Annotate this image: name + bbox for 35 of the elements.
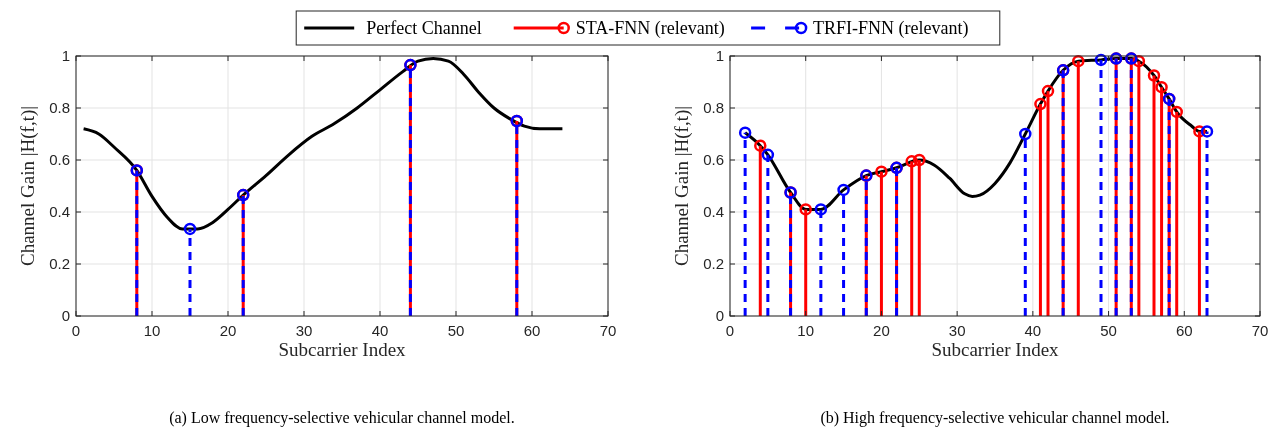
y-axis-title: Channel Gain |H(f,t)| [671, 105, 693, 267]
y-tick-label: 0 [715, 307, 724, 324]
x-tick-label: 30 [948, 322, 966, 339]
text: (a) Low frequency-selective vehicular channel model. [169, 409, 515, 427]
y-tick-label: 0.6 [49, 151, 70, 168]
x-tick-label: 20 [219, 322, 237, 339]
x-tick-label: 50 [447, 322, 465, 339]
legend-label: TRFI-FNN (relevant) [813, 18, 969, 39]
y-tick-label: 0.2 [49, 255, 70, 272]
x-axis-title: Subcarrier Index [278, 339, 407, 360]
y-tick-label: 0.8 [49, 99, 70, 116]
x-tick-label: 10 [797, 322, 815, 339]
x-tick-label: 40 [371, 322, 389, 339]
x-tick-label: 40 [1024, 322, 1042, 339]
x-tick-label: 30 [295, 322, 313, 339]
x-tick-label: 70 [1251, 322, 1269, 339]
y-tick-label: 0.6 [703, 151, 724, 168]
y-axis-title: Channel Gain |H(f,t)| [17, 105, 39, 267]
x-tick-label: 20 [873, 322, 890, 339]
y-tick-label: 0.8 [703, 99, 724, 116]
y-tick-label: 0.4 [703, 203, 724, 220]
y-tick-label: 0.4 [49, 203, 70, 220]
x-tick-label: 10 [143, 322, 161, 339]
legend-label: STA-FNN (relevant) [575, 18, 725, 39]
x-tick-label: 50 [1100, 322, 1117, 339]
y-tick-label: 1 [715, 47, 724, 64]
y-tick-label: 0.2 [703, 255, 724, 272]
x-tick-label: 70 [599, 322, 617, 339]
text: (b) High frequency-selective vehicular channel model. [820, 409, 1170, 427]
legend-label: Perfect Channel [366, 18, 482, 38]
y-tick-label: 1 [61, 47, 70, 64]
x-tick-label: 60 [1175, 322, 1193, 339]
y-tick-label: 0 [61, 307, 70, 324]
x-tick-label: 60 [523, 322, 541, 339]
x-axis-title: Subcarrier Index [931, 339, 1060, 360]
